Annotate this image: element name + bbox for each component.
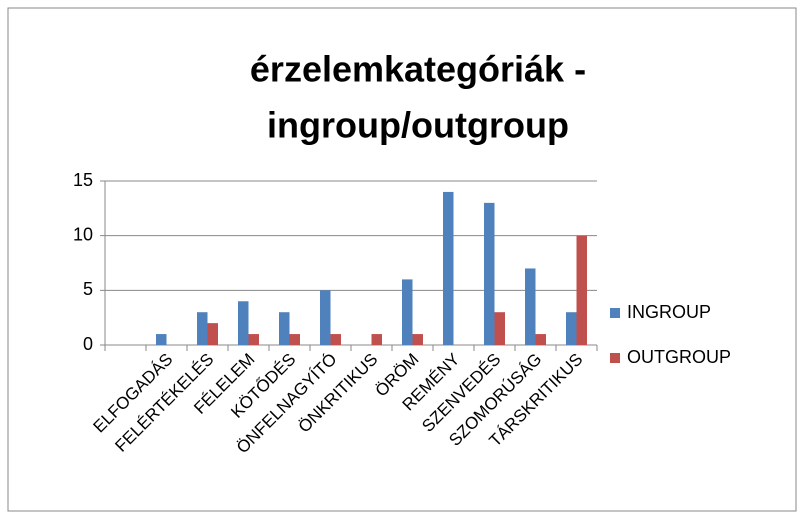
legend-label: OUTGROUP bbox=[627, 347, 731, 367]
bar bbox=[248, 334, 259, 345]
bar bbox=[535, 334, 546, 345]
bar bbox=[402, 279, 413, 345]
bar bbox=[197, 312, 208, 345]
chart-border bbox=[7, 7, 797, 512]
legend-swatch bbox=[610, 353, 620, 363]
bar bbox=[330, 334, 341, 345]
bar bbox=[494, 312, 505, 345]
bar bbox=[320, 290, 331, 345]
y-tick-label: 10 bbox=[73, 224, 93, 244]
bar bbox=[443, 191, 454, 345]
bar bbox=[279, 312, 290, 345]
bar bbox=[371, 334, 382, 345]
chart-title: ingroup/outgroup bbox=[267, 105, 569, 146]
y-tick-label: 5 bbox=[83, 279, 93, 299]
legend-label: INGROUP bbox=[627, 302, 711, 322]
bar bbox=[484, 202, 495, 345]
bar bbox=[156, 334, 167, 345]
bar bbox=[576, 235, 587, 345]
bar bbox=[238, 301, 249, 345]
bar bbox=[207, 323, 218, 345]
bar bbox=[289, 334, 300, 345]
y-tick-label: 15 bbox=[73, 170, 93, 190]
y-tick-label: 0 bbox=[83, 334, 93, 354]
bar bbox=[566, 312, 577, 345]
chart-title: érzelemkategóriák - bbox=[250, 49, 586, 90]
bar bbox=[525, 268, 536, 345]
bar bbox=[412, 334, 423, 345]
legend-swatch bbox=[610, 308, 620, 318]
